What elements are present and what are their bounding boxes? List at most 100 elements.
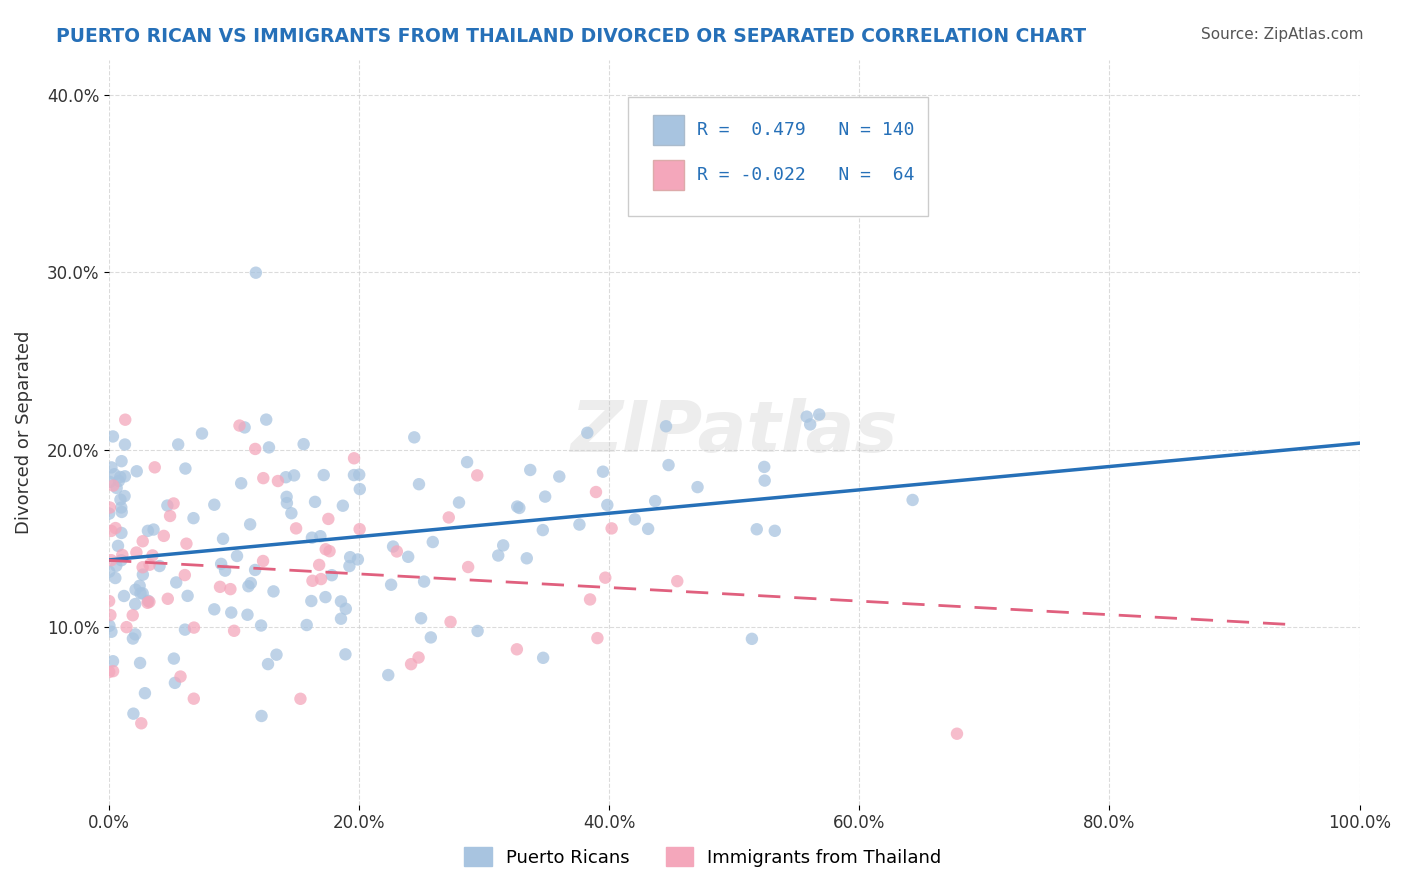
Point — [236, 607, 259, 622]
Point — [280, 506, 302, 520]
Point — [404, 430, 426, 444]
Point — [263, 584, 285, 599]
Point — [516, 551, 538, 566]
Y-axis label: Divorced or Separated: Divorced or Separated — [15, 330, 32, 533]
Point — [548, 469, 571, 483]
Point — [382, 540, 405, 554]
Point — [129, 586, 152, 600]
Point — [312, 468, 335, 483]
Point — [763, 524, 786, 538]
Point — [148, 559, 170, 574]
Point — [125, 545, 148, 559]
Point — [98, 507, 121, 521]
Point — [506, 642, 529, 657]
Point — [162, 496, 184, 510]
Point — [176, 537, 198, 551]
Point — [183, 621, 205, 635]
Point — [100, 608, 122, 623]
Point — [131, 586, 153, 600]
Point — [212, 532, 235, 546]
Point — [114, 413, 136, 427]
Point — [585, 485, 607, 500]
Point — [231, 476, 253, 491]
Point — [142, 523, 165, 537]
Point — [104, 521, 127, 535]
Point — [347, 552, 370, 566]
Point — [349, 482, 371, 496]
Point — [467, 624, 489, 638]
Point — [586, 631, 609, 645]
Point — [202, 602, 225, 616]
Point — [143, 460, 166, 475]
Point — [596, 498, 619, 512]
Point — [506, 500, 529, 514]
Point — [465, 468, 488, 483]
Point — [208, 580, 231, 594]
Point — [309, 529, 332, 543]
Point — [105, 558, 128, 573]
Point — [214, 564, 236, 578]
Point — [114, 437, 136, 451]
Point — [439, 615, 461, 629]
Point — [167, 437, 190, 451]
Point — [138, 595, 160, 609]
Point — [124, 582, 146, 597]
Point — [219, 606, 242, 620]
Legend: Puerto Ricans, Immigrants from Thailand: Puerto Ricans, Immigrants from Thailand — [457, 840, 949, 874]
Point — [808, 408, 831, 422]
Point — [796, 409, 818, 424]
Point — [202, 498, 225, 512]
Text: R =  0.479   N = 140: R = 0.479 N = 140 — [697, 121, 914, 139]
Point — [100, 524, 122, 538]
Point — [396, 549, 419, 564]
Point — [156, 591, 179, 606]
Point — [131, 560, 153, 574]
Point — [657, 458, 679, 472]
Point — [385, 544, 408, 558]
Point — [799, 417, 821, 432]
Point — [254, 412, 277, 426]
Point — [343, 451, 366, 466]
Point — [531, 650, 554, 665]
Point — [173, 568, 195, 582]
Point — [321, 568, 343, 582]
Point — [159, 508, 181, 523]
Point — [486, 549, 509, 563]
Point — [114, 489, 136, 503]
Point — [122, 706, 145, 721]
Point — [637, 522, 659, 536]
Point — [447, 495, 470, 509]
Point — [257, 441, 280, 455]
Point — [250, 709, 273, 723]
Point — [238, 579, 260, 593]
Point — [309, 572, 332, 586]
Point — [330, 612, 353, 626]
Point — [124, 627, 146, 641]
Point — [301, 531, 323, 545]
Point — [129, 656, 152, 670]
Point — [98, 500, 121, 515]
Point — [174, 623, 197, 637]
Point — [141, 549, 163, 563]
Point — [292, 437, 315, 451]
Point — [98, 619, 121, 633]
Text: R = -0.022   N =  64: R = -0.022 N = 64 — [697, 166, 914, 184]
Point — [624, 512, 647, 526]
Point — [110, 454, 132, 468]
Point — [315, 542, 337, 557]
Point — [492, 538, 515, 552]
Point — [136, 596, 159, 610]
Point — [153, 529, 176, 543]
Point — [239, 517, 262, 532]
Point — [422, 535, 444, 549]
Point — [128, 579, 150, 593]
Point — [226, 549, 249, 563]
Point — [754, 459, 776, 474]
Point — [377, 668, 399, 682]
Point — [115, 620, 138, 634]
Point — [176, 589, 198, 603]
Point — [108, 474, 131, 488]
Point — [508, 500, 530, 515]
Text: ZIPatlas: ZIPatlas — [571, 398, 898, 467]
Point — [129, 716, 152, 731]
